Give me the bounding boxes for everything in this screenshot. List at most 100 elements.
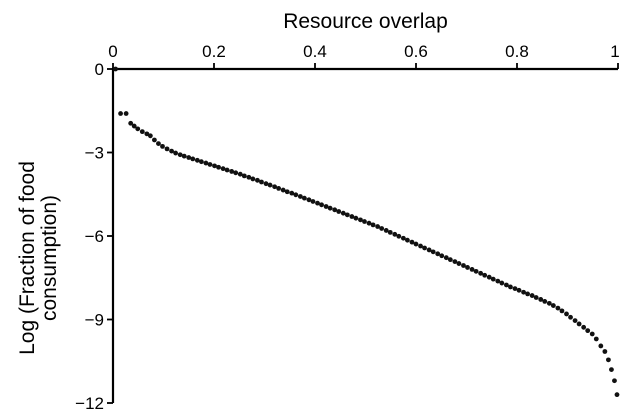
data-point <box>358 217 363 223</box>
data-point <box>413 241 419 247</box>
data-point <box>568 314 573 320</box>
data-point <box>263 181 269 187</box>
data-point <box>585 328 591 334</box>
x-axis-title: Resource overlap <box>283 10 448 33</box>
data-point <box>375 224 381 229</box>
data-point <box>128 120 134 126</box>
data-point <box>164 146 170 152</box>
data-point <box>546 300 552 306</box>
data-point <box>216 164 221 170</box>
data-point <box>593 336 599 342</box>
data-point <box>212 163 217 169</box>
data-point <box>555 305 561 311</box>
data-point <box>315 200 320 206</box>
data-point <box>602 349 608 354</box>
data-point <box>123 111 129 116</box>
data-point <box>512 286 518 292</box>
data-point <box>533 295 539 300</box>
data-point <box>550 303 556 308</box>
data-point <box>564 311 569 317</box>
data-point <box>362 219 367 224</box>
data-point <box>461 263 466 268</box>
data-point <box>220 166 226 172</box>
data-point <box>229 169 235 174</box>
data-point <box>612 378 617 384</box>
data-point <box>336 209 342 214</box>
data-point <box>173 150 179 156</box>
x-tick-label: 0.2 <box>202 42 226 61</box>
data-point <box>521 289 526 295</box>
data-point <box>405 237 410 243</box>
data-point <box>495 278 501 284</box>
data-point <box>349 214 355 219</box>
data-point <box>516 287 522 293</box>
data-point <box>319 202 324 208</box>
data-point <box>190 156 196 162</box>
data-point <box>396 233 402 239</box>
data-point <box>435 251 441 257</box>
data-point <box>237 171 243 177</box>
data-point <box>144 131 150 137</box>
data-point <box>194 157 200 163</box>
x-tick-label: 0.8 <box>505 42 529 61</box>
data-point <box>255 177 260 183</box>
data-point <box>203 160 209 166</box>
data-point <box>426 247 432 253</box>
data-point <box>430 249 436 255</box>
data-point <box>224 167 230 173</box>
data-point <box>422 245 427 251</box>
x-tick-label: 1 <box>610 42 619 61</box>
data-point <box>452 259 458 265</box>
data-point <box>409 239 415 245</box>
data-point <box>370 222 376 228</box>
data-point <box>147 133 153 139</box>
data-point <box>542 299 548 304</box>
data-point <box>609 367 614 372</box>
data-point <box>156 141 161 146</box>
data-point <box>301 195 307 201</box>
data-point <box>113 66 118 72</box>
data-point <box>276 186 282 191</box>
data-point <box>383 228 389 233</box>
data-point <box>284 189 290 195</box>
data-point <box>289 190 295 196</box>
y-axis-title: Log (Fraction of foodconsumption) <box>16 161 61 355</box>
data-point <box>181 153 187 159</box>
data-point <box>482 272 488 278</box>
data-point <box>340 210 346 216</box>
data-point <box>272 184 277 190</box>
data-point <box>366 220 372 226</box>
data-point <box>186 155 192 160</box>
data-point <box>306 197 312 203</box>
data-point <box>259 179 264 185</box>
data-point <box>499 280 505 286</box>
data-point <box>152 137 157 143</box>
data-point <box>490 276 496 282</box>
data-point <box>392 231 398 237</box>
data-point <box>198 159 204 165</box>
data-point <box>139 129 145 135</box>
data-point <box>233 170 239 176</box>
data-point <box>379 226 385 231</box>
ticks-layer: 0 0.2 0.4 0.6 0.8 1 0 −3 −6 −9 −12 <box>75 42 620 412</box>
data-point <box>241 173 247 179</box>
data-point <box>267 182 273 188</box>
data-point <box>310 199 316 204</box>
data-point <box>131 123 137 129</box>
data-point <box>118 111 123 116</box>
data-point <box>581 324 587 330</box>
data-point <box>207 162 213 167</box>
data-point <box>169 148 174 154</box>
data-point <box>439 253 445 259</box>
data-point <box>469 267 475 272</box>
data-point <box>456 261 462 266</box>
data-point <box>614 392 620 398</box>
data-point <box>353 215 359 221</box>
data-point <box>250 176 256 182</box>
data-point <box>418 243 423 249</box>
data-point <box>503 282 509 288</box>
data-point <box>478 270 484 276</box>
data-point <box>508 284 513 290</box>
